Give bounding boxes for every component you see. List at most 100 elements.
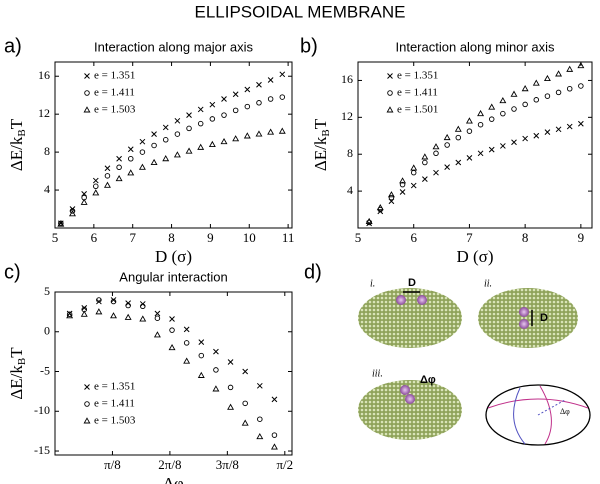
- x-axis-label: Δφ: [163, 474, 184, 484]
- point: [212, 385, 220, 392]
- arc: [539, 385, 552, 445]
- legend-marker: [84, 73, 90, 79]
- point: [183, 340, 190, 346]
- point: [511, 106, 517, 112]
- plot-frame: [357, 61, 593, 229]
- y-axis-label: ΔE/kBT: [311, 118, 332, 171]
- point: [577, 61, 585, 69]
- point: [174, 131, 181, 137]
- point: [244, 86, 251, 93]
- point: [197, 106, 204, 113]
- chart-title: Interaction along minor axis: [396, 39, 555, 54]
- point: [511, 139, 517, 146]
- point: [270, 443, 278, 450]
- point: [168, 343, 176, 351]
- x-tick-label: 8: [522, 230, 529, 245]
- point: [421, 153, 429, 160]
- point: [104, 165, 111, 172]
- y-axis-label-part: B: [320, 129, 332, 136]
- y-axis-label-part: ΔE/k: [311, 136, 330, 171]
- point: [80, 310, 88, 317]
- point: [466, 155, 473, 161]
- point: [578, 120, 584, 127]
- label: D: [540, 312, 548, 324]
- particle: [405, 394, 415, 404]
- point: [244, 103, 251, 110]
- x-tick-label: 2π/8: [158, 457, 181, 472]
- x-axis-label: D (σ): [155, 247, 192, 266]
- point: [399, 189, 406, 195]
- point: [197, 143, 205, 150]
- point: [128, 156, 134, 162]
- legend-swatch: [84, 73, 90, 79]
- particle: [400, 385, 410, 395]
- legend-swatch: [83, 106, 91, 113]
- point: [544, 129, 551, 135]
- point: [256, 100, 262, 106]
- point: [466, 128, 473, 134]
- point: [432, 143, 440, 150]
- point: [173, 151, 181, 158]
- point: [198, 339, 205, 345]
- point: [154, 310, 161, 317]
- y-tick-label: 12: [38, 106, 50, 120]
- point: [221, 112, 227, 118]
- point: [455, 159, 462, 166]
- point: [104, 173, 111, 179]
- legend-label: e = 1.501: [397, 104, 438, 116]
- label: iii.: [372, 368, 383, 379]
- x-tick-label: 10: [243, 230, 256, 245]
- y-tick-label: -15: [34, 443, 50, 457]
- point: [209, 101, 216, 108]
- y-tick-label: 4: [44, 182, 50, 196]
- particle: [519, 307, 529, 317]
- x-tick-label: 5: [355, 230, 362, 245]
- point: [454, 125, 462, 132]
- point: [387, 191, 395, 198]
- legend-label: e = 1.503: [94, 104, 136, 116]
- y-tick-label: 4: [347, 183, 353, 197]
- point: [256, 382, 263, 389]
- point: [151, 131, 157, 137]
- legend-label: e = 1.503: [94, 415, 136, 427]
- point: [455, 134, 462, 141]
- axis: [537, 399, 566, 416]
- y-axis-label: ΔE/kBT: [7, 118, 28, 171]
- point: [221, 96, 227, 102]
- point: [399, 181, 406, 188]
- point: [477, 121, 484, 128]
- point: [410, 182, 417, 189]
- particle: [417, 295, 427, 305]
- point: [186, 125, 192, 132]
- legend-swatch: [83, 417, 91, 424]
- point: [66, 311, 73, 318]
- point: [271, 396, 278, 403]
- point: [183, 357, 191, 364]
- point: [95, 308, 103, 315]
- legend-swatch: [387, 73, 393, 79]
- legend-marker: [386, 106, 394, 113]
- point: [162, 124, 169, 131]
- point: [183, 326, 190, 333]
- point: [139, 315, 147, 322]
- chart-title: Interaction along major axis: [94, 39, 253, 54]
- figure-title: ELLIPSOIDAL MEMBRANE: [195, 2, 406, 21]
- label: i.: [370, 278, 375, 289]
- point: [433, 169, 439, 176]
- point: [533, 97, 540, 103]
- point: [227, 384, 234, 391]
- point: [227, 403, 235, 410]
- point: [96, 298, 102, 305]
- legend-label: e = 1.411: [94, 398, 135, 410]
- y-tick-label: 16: [38, 68, 50, 82]
- point: [162, 155, 170, 162]
- point: [410, 169, 417, 176]
- point: [92, 189, 100, 196]
- y-tick-label: 16: [341, 72, 353, 86]
- point: [433, 150, 439, 157]
- point: [232, 107, 239, 114]
- point: [444, 164, 450, 170]
- legend-marker: [83, 106, 91, 113]
- panel-label: b): [300, 35, 318, 57]
- point: [256, 81, 262, 88]
